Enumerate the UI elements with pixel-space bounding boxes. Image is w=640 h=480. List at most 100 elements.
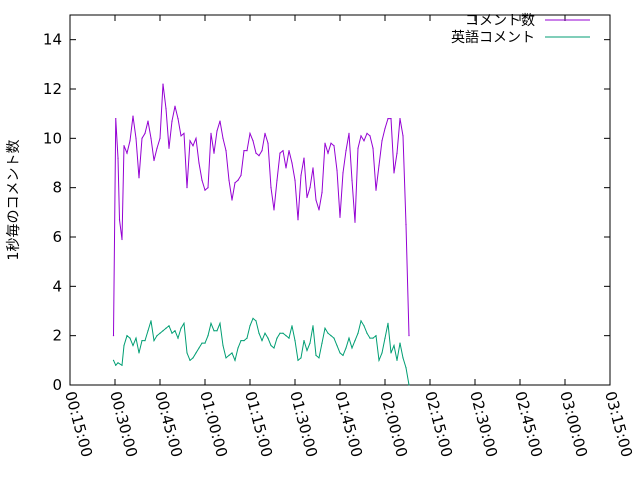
data-point [237,179,239,181]
data-point [183,132,185,134]
data-point [189,359,191,361]
data-point [327,152,329,154]
data-point [399,342,401,344]
y-tick-label: 4 [52,277,62,295]
y-axis: 0 2 4 6 8 10 12 14 [43,31,610,394]
data-point [210,322,212,324]
data-point [234,359,236,361]
data-point [153,340,155,342]
data-point [156,335,158,337]
data-point [138,177,140,179]
data-point [282,150,284,152]
data-point [150,320,152,322]
data-point [115,118,117,120]
data-point [258,155,260,157]
x-tick-label: 02:15:00 [421,389,456,459]
data-point [162,330,164,332]
data-point [399,118,401,120]
data-point [171,120,173,122]
data-point [405,224,407,226]
data-point [240,340,242,342]
data-point [174,105,176,107]
y-tick-label: 0 [52,376,62,394]
data-point [291,325,293,327]
data-point [363,140,365,142]
data-point [243,150,245,152]
data-point [198,347,200,349]
data-point [369,135,371,137]
data-point [354,340,356,342]
data-point [339,352,341,354]
series-layer [112,83,410,386]
data-point [288,337,290,339]
data-point [219,120,221,122]
data-point [246,150,248,152]
data-point [342,172,344,174]
y-tick-label: 12 [43,80,62,98]
data-point [384,127,386,130]
data-point [312,325,314,327]
data-point [378,359,380,361]
data-point [279,332,281,334]
data-point [129,337,131,339]
data-point [255,152,257,154]
data-point [225,357,227,359]
data-point [123,344,125,347]
data-point [309,187,311,189]
data-point [393,344,395,347]
data-point [264,332,266,334]
data-point [180,135,182,137]
data-point [315,354,317,356]
data-point [381,352,383,354]
data-point [273,347,275,349]
data-point [351,347,353,349]
data-point [115,364,117,366]
data-point [366,332,368,334]
data-point [318,357,320,359]
data-point [219,322,221,324]
data-point [132,115,134,117]
data-point [330,142,332,144]
data-point [255,320,257,322]
data-point [363,325,365,327]
data-point [288,150,290,152]
data-point [177,337,179,339]
series-line-1 [113,84,410,336]
data-point [117,157,119,159]
data-point [285,167,287,169]
data-point [144,132,146,134]
data-point [396,359,398,361]
data-point [201,342,203,344]
data-point [327,332,329,334]
data-point [138,352,140,354]
data-point [402,135,404,137]
data-point [168,325,170,327]
data-point [294,340,296,342]
data-point [396,152,398,154]
data-point [297,219,299,221]
y-tick-label: 10 [43,129,62,147]
data-point [324,142,326,144]
data-point [150,137,152,139]
x-tick-label: 00:15:00 [61,389,96,459]
y-tick-label: 8 [52,179,62,197]
data-point [117,362,119,364]
data-point [228,179,230,181]
data-point [123,145,125,147]
data-point [243,340,245,342]
data-point [393,172,395,174]
data-point [387,322,389,324]
data-point [378,164,380,167]
data-point [213,152,215,154]
data-point [324,327,326,329]
x-axis: 00:15:00 00:30:00 00:45:00 01:00:00 01:15:00… [61,15,636,459]
data-point [132,344,134,347]
data-point [222,344,224,347]
data-point [276,337,278,339]
data-point [384,337,386,339]
data-point [261,340,263,342]
data-point [144,340,146,342]
data-point [360,135,362,137]
data-point [360,320,362,322]
